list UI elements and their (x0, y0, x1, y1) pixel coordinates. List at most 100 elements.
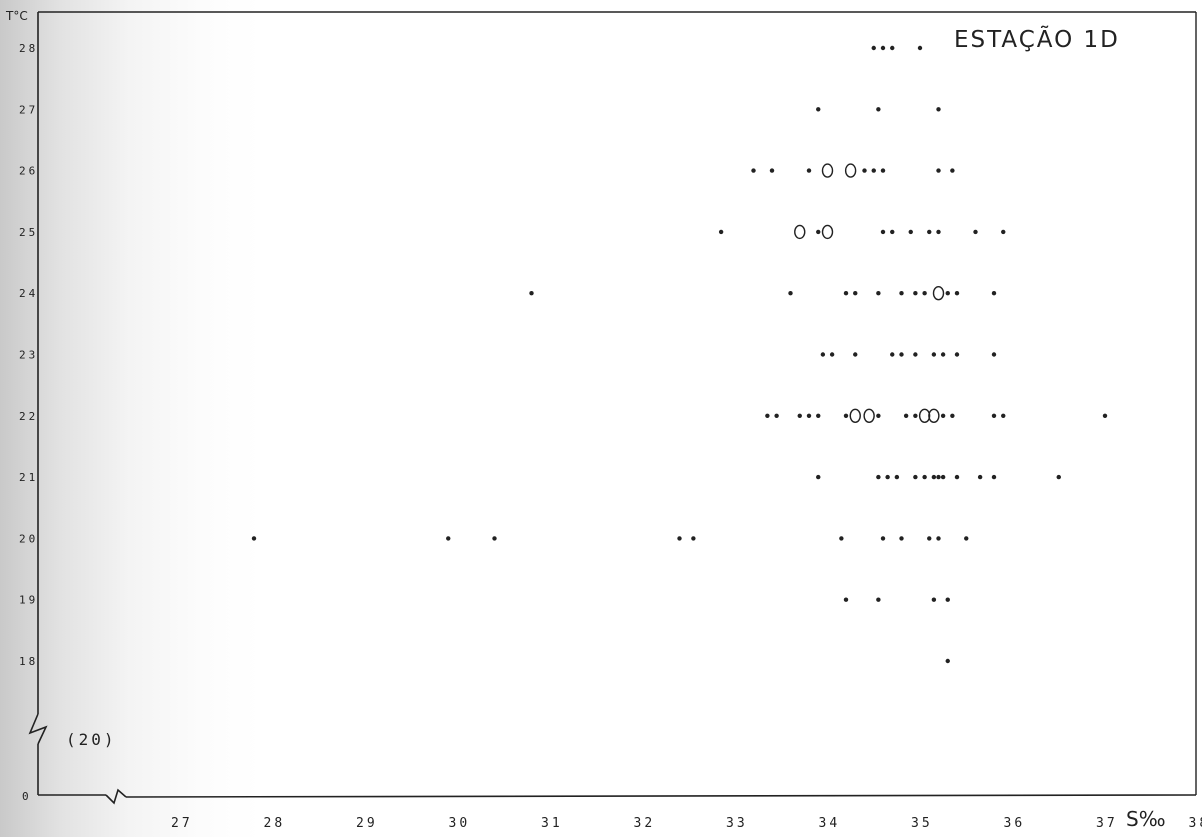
data-point-circled (821, 224, 834, 240)
data-point (945, 291, 950, 296)
data-point (446, 536, 451, 541)
y-tick-label: 22 (19, 410, 38, 423)
data-point (899, 291, 904, 296)
chart-title: ESTAÇÃO 1D (954, 25, 1120, 53)
data-point (691, 536, 696, 541)
data-point (922, 474, 927, 480)
y-axis-label: T°C (5, 9, 28, 23)
data-point (977, 474, 983, 480)
data-point (903, 413, 909, 418)
data-point (880, 45, 886, 51)
data-point (899, 352, 904, 357)
data-point (816, 413, 821, 418)
x-tick-label: 27 (171, 816, 193, 831)
data-point (931, 474, 937, 480)
data-point (843, 291, 849, 296)
data-point (973, 229, 978, 235)
data-point (880, 536, 886, 541)
data-point (529, 291, 534, 296)
data-point (885, 474, 890, 480)
data-point (913, 474, 918, 480)
data-point-circled (844, 163, 857, 178)
data-point (913, 291, 918, 296)
data-point (1001, 229, 1006, 235)
data-point (936, 168, 941, 173)
x-tick-label: 36 (1004, 816, 1026, 831)
data-point (890, 229, 895, 235)
y-axis-break (28, 713, 48, 745)
data-point (871, 45, 876, 51)
y-ticks: 18 19 20 21 22 23 24 25 26 27 28 (19, 42, 38, 668)
data-point (899, 536, 904, 541)
data-point (880, 168, 886, 173)
data-point (774, 413, 779, 418)
x-tick-label: 31 (541, 816, 563, 831)
data-point (797, 413, 802, 418)
data-point (991, 291, 997, 296)
data-point (940, 474, 946, 480)
data-point (917, 45, 923, 51)
data-point (954, 474, 960, 480)
data-point (991, 352, 997, 357)
data-point (816, 107, 821, 112)
data-point-circled (794, 224, 806, 240)
x-axis-label: S‰ (1126, 807, 1166, 831)
data-point (913, 413, 918, 418)
data-point (991, 474, 997, 480)
data-point-circled (849, 408, 861, 423)
data-point (1056, 474, 1061, 480)
x-tick-label: 30 (449, 816, 471, 831)
data-point (991, 413, 997, 418)
data-point (927, 536, 932, 541)
data-point (806, 413, 812, 418)
data-point (718, 229, 724, 235)
data-point (492, 536, 497, 541)
data-point (964, 536, 969, 541)
data-point (945, 658, 950, 664)
data-point (936, 107, 941, 112)
data-point (871, 168, 876, 173)
data-point (890, 352, 895, 357)
data-point-circled (928, 408, 940, 423)
data-point (862, 168, 867, 173)
data-point-circled (821, 163, 834, 178)
data-point (922, 291, 927, 296)
data-point (839, 536, 844, 541)
y-tick-label: 26 (19, 165, 38, 178)
y-tick-label: 18 (19, 655, 38, 668)
data-point (806, 168, 812, 173)
data-point (816, 229, 821, 235)
data-point (876, 474, 881, 480)
data-point (820, 352, 826, 357)
data-point (890, 45, 895, 51)
x-tick-label: 33 (726, 816, 748, 831)
data-point (1001, 413, 1006, 418)
data-point (1102, 413, 1108, 418)
data-point (853, 352, 858, 357)
data-point (954, 352, 960, 357)
data-point (936, 229, 941, 235)
data-point-circled (918, 408, 931, 423)
y-tick-label: 24 (19, 287, 38, 300)
data-point (931, 597, 937, 602)
data-point (251, 536, 257, 541)
data-point (908, 229, 913, 235)
y-tick-label: 23 (19, 349, 38, 362)
data-point (677, 536, 682, 541)
x-tick-label: 32 (634, 816, 656, 831)
data-point (880, 229, 886, 235)
data-point (950, 168, 955, 173)
x-tick-label: 38 (1189, 816, 1202, 831)
data-point (894, 474, 900, 480)
data-point (945, 597, 950, 602)
data-point (816, 474, 821, 480)
data-point (765, 413, 770, 418)
data-point (769, 168, 775, 173)
x-axis-break (105, 788, 127, 805)
x-tick-label: 37 (1096, 816, 1118, 831)
data-point-circled (932, 286, 945, 301)
x-ticks: 27282930313233343536373839 (171, 816, 1202, 831)
data-point (853, 291, 858, 296)
